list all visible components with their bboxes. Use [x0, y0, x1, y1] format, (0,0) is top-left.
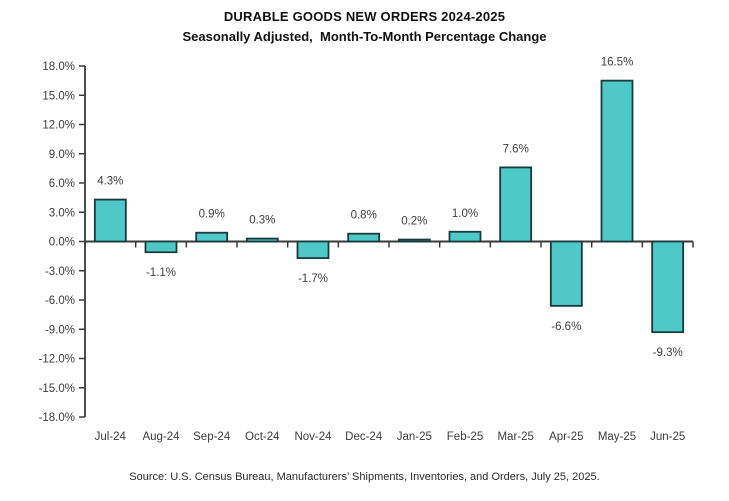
data-label-nov-24: -1.7% [298, 273, 328, 285]
bar-dec-24 [347, 232, 381, 243]
data-label-oct-24: 0.3% [249, 215, 275, 227]
bar-feb-25 [448, 230, 482, 243]
data-label-jan-25: 0.2% [401, 216, 427, 228]
data-label-may-25: 16.5% [601, 57, 634, 69]
bar-nov-24 [296, 240, 330, 259]
source-note: Source: U.S. Census Bureau, Manufacturer… [129, 471, 600, 483]
y-axis-tick-label: -15.0% [39, 383, 75, 395]
bar-apr-25 [549, 240, 583, 307]
x-axis-label-apr-25: Apr-25 [549, 431, 584, 443]
data-label-feb-25: 1.0% [452, 208, 478, 220]
y-axis-tick-label: -9.0% [45, 324, 75, 336]
y-axis-tick-label: -18.0% [39, 412, 75, 424]
y-axis-tick-label: 6.0% [49, 178, 75, 190]
x-axis-label-sep-24: Sep-24 [193, 431, 231, 443]
data-label-apr-25: -6.6% [551, 321, 581, 333]
x-axis-label-jun-25: Jun-25 [650, 431, 685, 443]
x-axis-label-aug-24: Aug-24 [142, 431, 180, 443]
y-axis-tick-label: 18.0% [42, 61, 75, 73]
data-label-jun-25: -9.3% [653, 347, 683, 359]
bar-sep-24 [195, 231, 229, 243]
x-axis-label-may-25: May-25 [598, 431, 636, 443]
bar-aug-24 [144, 240, 178, 254]
data-label-mar-25: 7.6% [503, 143, 529, 155]
x-axis-label-jan-25: Jan-25 [397, 431, 432, 443]
data-label-dec-24: 0.8% [351, 210, 377, 222]
data-label-sep-24: 0.9% [199, 209, 225, 221]
bar-jun-25 [651, 240, 685, 334]
y-axis-tick-label: 12.0% [42, 120, 75, 132]
data-label-jul-24: 4.3% [97, 176, 123, 188]
data-label-aug-24: -1.1% [146, 267, 176, 279]
bar-jul-24 [93, 198, 127, 243]
x-axis-label-feb-25: Feb-25 [447, 431, 483, 443]
bar-oct-24 [245, 237, 279, 243]
x-axis-label-oct-24: Oct-24 [245, 431, 280, 443]
x-axis-label-mar-25: Mar-25 [497, 431, 533, 443]
y-axis-tick-label: 0.0% [49, 237, 75, 249]
y-axis-tick-label: 9.0% [49, 149, 75, 161]
x-axis-label-jul-24: Jul-24 [95, 431, 127, 443]
y-axis-tick-label: -12.0% [39, 354, 75, 366]
y-axis-tick-label: 3.0% [49, 207, 75, 219]
x-axis-label-dec-24: Dec-24 [345, 431, 383, 443]
y-axis-tick-label: -6.0% [45, 295, 75, 307]
chart-title: DURABLE GOODS NEW ORDERS 2024-2025 [223, 9, 506, 24]
y-axis-tick-label: 15.0% [42, 90, 75, 102]
bar-may-25 [600, 79, 634, 243]
chart-subtitle: Seasonally Adjusted, Month-To-Month Perc… [182, 29, 547, 44]
x-axis-label-nov-24: Nov-24 [294, 431, 332, 443]
y-axis-tick-label: -3.0% [45, 266, 75, 278]
bar-jan-25 [397, 238, 431, 243]
bar-mar-25 [499, 166, 533, 243]
